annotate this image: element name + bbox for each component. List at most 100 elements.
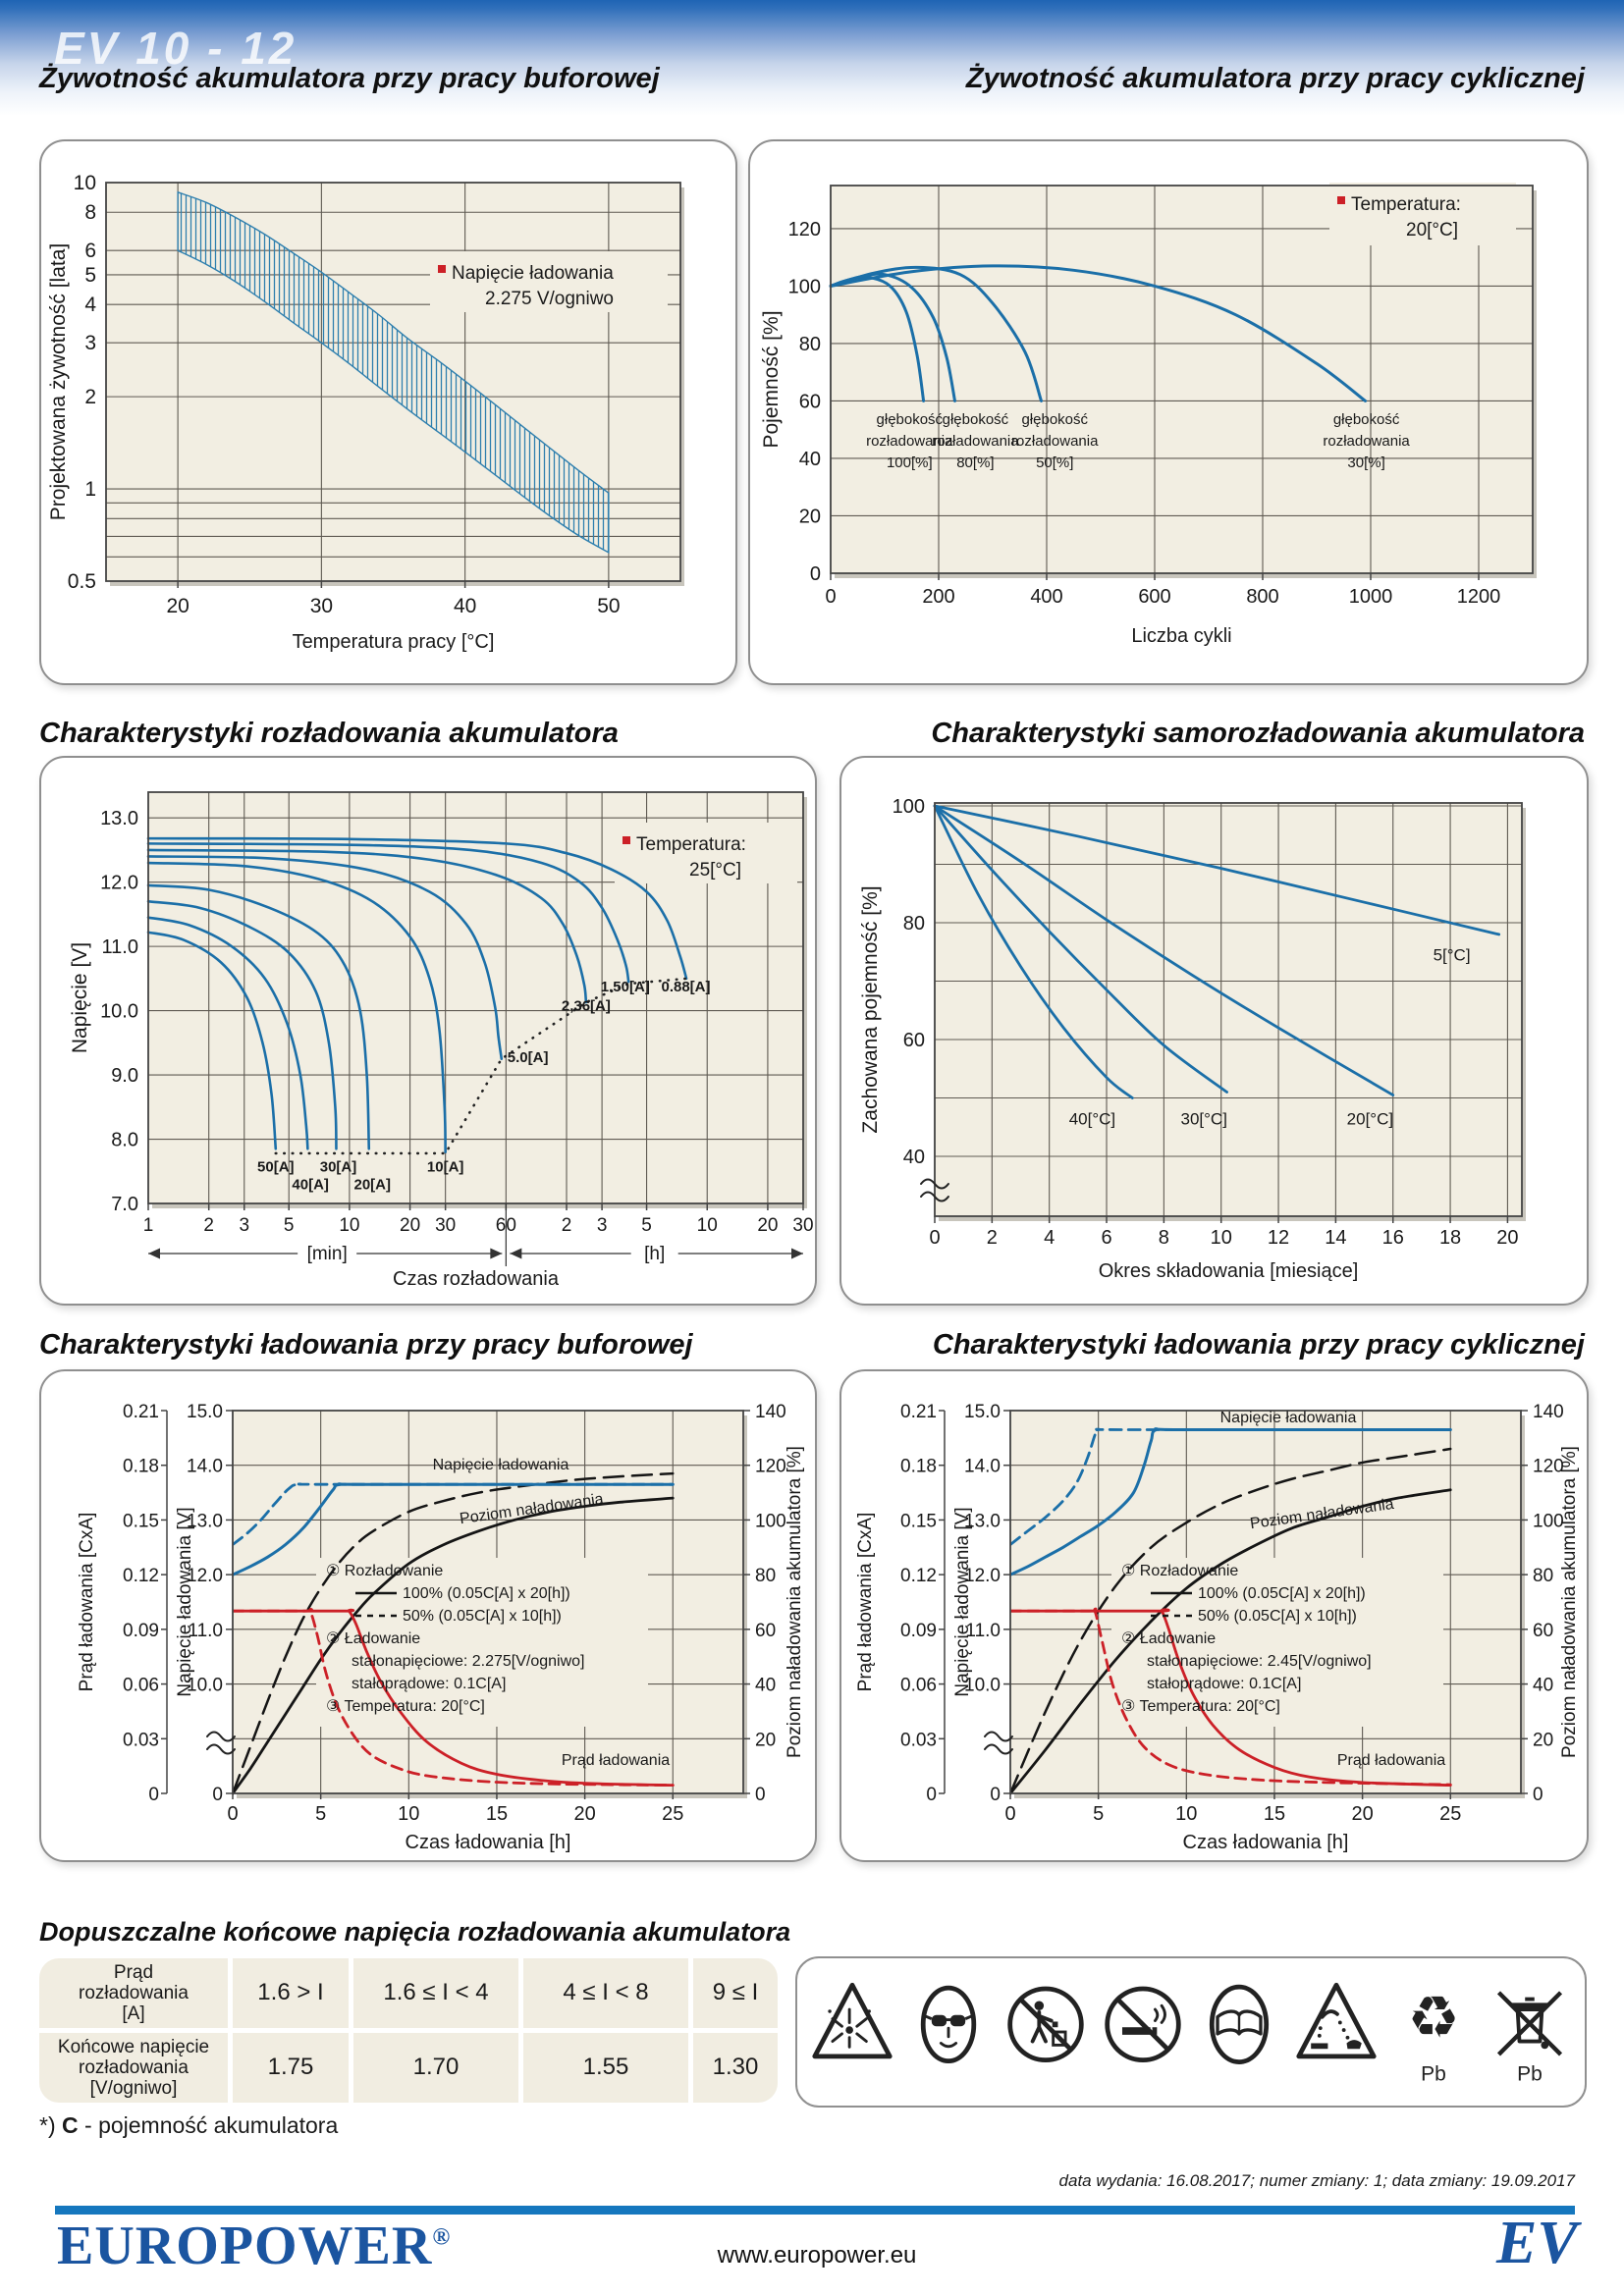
svg-text:0: 0 (929, 1227, 940, 1249)
website-link[interactable]: www.europower.eu (717, 2242, 917, 2269)
svg-text:③ Temperatura: 20[°C]: ③ Temperatura: 20[°C] (1121, 1698, 1280, 1715)
svg-text:14.0: 14.0 (187, 1457, 223, 1477)
svg-text:30[%]: 30[%] (1347, 454, 1384, 471)
capacity-note: *) C - pojemność akumulatora (39, 2112, 338, 2139)
svg-text:12.0: 12.0 (100, 873, 138, 894)
svg-text:głębokość: głębokość (1333, 411, 1400, 428)
svg-text:6: 6 (84, 240, 96, 262)
svg-text:20: 20 (166, 595, 189, 617)
svg-text:3: 3 (84, 332, 96, 354)
svg-text:20: 20 (757, 1215, 778, 1236)
svg-text:5: 5 (84, 264, 96, 287)
svg-text:Okres składowania [miesiące]: Okres składowania [miesiące] (1099, 1260, 1359, 1282)
svg-text:60: 60 (799, 391, 821, 412)
svg-text:80: 80 (755, 1566, 776, 1586)
svg-text:15: 15 (486, 1803, 508, 1825)
svg-text:120: 120 (755, 1457, 786, 1477)
svg-text:0.88[A]: 0.88[A] (661, 979, 710, 995)
note-symbol: C (62, 2112, 79, 2138)
svg-text:0.12: 0.12 (123, 1566, 159, 1586)
svg-text:20[A]: 20[A] (353, 1177, 391, 1194)
svg-text:♻: ♻ (1407, 1984, 1459, 2052)
svg-text:20: 20 (799, 506, 821, 527)
table-cell: 9 ≤ I (693, 1958, 778, 2028)
svg-text:100: 100 (1533, 1511, 1564, 1531)
svg-text:2.275 V/ogniwo: 2.275 V/ogniwo (485, 289, 614, 309)
table-header-cell: Końcowe napięcie rozładowania [V/ogniwo] (39, 2033, 228, 2103)
svg-text:0: 0 (926, 1785, 937, 1805)
svg-text:80[%]: 80[%] (956, 454, 994, 471)
svg-text:1: 1 (84, 478, 96, 501)
svg-text:100[%]: 100[%] (887, 454, 933, 471)
svg-text:Czas ładowania [h]: Czas ładowania [h] (406, 1832, 571, 1853)
svg-text:[h]: [h] (644, 1244, 665, 1264)
cyclic-life-panel: 0 200 400 600 800 1000 1200 0 20 40 60 80 100 120 Temp… (748, 139, 1589, 685)
svg-text:13.0: 13.0 (187, 1511, 223, 1531)
table-cell: 1.30 (693, 2033, 778, 2103)
ev-series-logo: EV (1496, 2210, 1578, 2276)
svg-text:0.06: 0.06 (123, 1676, 159, 1696)
svg-text:13.0: 13.0 (100, 808, 138, 829)
svg-text:2: 2 (987, 1227, 998, 1249)
svg-text:① Rozładowanie: ① Rozładowanie (1121, 1563, 1238, 1579)
self-discharge-chart: 0 2 4 6 8 10 12 14 16 18 20 100 80 60 40 5[°C] 20[°C] 30[… (859, 796, 1526, 1282)
svg-text:100: 100 (755, 1511, 786, 1531)
svg-text:600: 600 (1138, 586, 1170, 608)
svg-text:Napięcie ładowania [V]: Napięcie ładowania [V] (952, 1507, 973, 1696)
svg-text:40: 40 (755, 1676, 776, 1696)
svg-text:12.0: 12.0 (964, 1566, 1001, 1586)
svg-text:14: 14 (1325, 1227, 1346, 1249)
svg-text:0.21: 0.21 (900, 1402, 937, 1422)
table-title: Dopuszczalne końcowe napięcia rozładowan… (39, 1917, 791, 1947)
svg-text:0: 0 (810, 563, 821, 585)
svg-text:0.18: 0.18 (900, 1457, 937, 1477)
svg-text:12.0: 12.0 (187, 1566, 223, 1586)
svg-text:2: 2 (203, 1215, 214, 1236)
svg-text:30[°C]: 30[°C] (1180, 1109, 1226, 1128)
svg-text:0.09: 0.09 (123, 1621, 159, 1641)
svg-text:15.0: 15.0 (187, 1402, 223, 1422)
svg-text:głębokość: głębokość (877, 411, 944, 428)
table-cell: 1.6 ≤ I < 4 (353, 1958, 518, 2028)
svg-text:60: 60 (1533, 1621, 1553, 1641)
svg-text:5: 5 (1093, 1803, 1104, 1825)
svg-text:10: 10 (1175, 1803, 1197, 1825)
svg-text:10: 10 (398, 1803, 419, 1825)
svg-text:Pb: Pb (1517, 2063, 1543, 2086)
svg-text:100% (0.05C[A] x 20[h]): 100% (0.05C[A] x 20[h]) (1198, 1585, 1366, 1602)
svg-text:30[A]: 30[A] (320, 1158, 357, 1175)
svg-text:[min]: [min] (307, 1244, 348, 1264)
svg-text:12: 12 (1268, 1227, 1289, 1249)
svg-text:Czas rozładowania: Czas rozładowania (393, 1268, 560, 1290)
table-cell: 1.6 > I (233, 1958, 349, 2028)
svg-text:9.0: 9.0 (111, 1065, 138, 1087)
svg-text:15: 15 (1264, 1803, 1285, 1825)
svg-text:Poziom naładowania akumulatora: Poziom naładowania akumulatora [%] (785, 1446, 805, 1758)
svg-text:25: 25 (662, 1803, 683, 1825)
svg-text:0: 0 (755, 1785, 766, 1805)
svg-text:0: 0 (212, 1785, 223, 1805)
table-cell: 4 ≤ I < 8 (523, 1958, 688, 2028)
table-header-cell: Prąd rozładowania [A] (39, 1958, 228, 2028)
svg-text:1200: 1200 (1457, 586, 1501, 608)
svg-text:Projektowana żywotność [lata]: Projektowana żywotność [lata] (47, 243, 70, 520)
svg-text:Napięcie [V]: Napięcie [V] (69, 942, 91, 1053)
svg-text:0: 0 (825, 586, 836, 608)
svg-text:0: 0 (227, 1803, 238, 1825)
svg-text:Prąd ładowania: Prąd ładowania (562, 1752, 670, 1769)
charging-buffer-chart: 0 5 10 15 20 25 15.0 14.0 13.0 12.0 11.0 10.0 0 0.21 0… (77, 1402, 805, 1853)
svg-text:② Ładowanie: ② Ładowanie (1121, 1630, 1216, 1647)
page-header: EV 10 - 12 (0, 0, 1624, 116)
svg-text:Prąd ładowania [CxA]: Prąd ładowania [CxA] (77, 1513, 97, 1692)
svg-text:3: 3 (239, 1215, 249, 1236)
svg-text:Poziom naładowania akumulatora: Poziom naładowania akumulatora [%] (1559, 1446, 1580, 1758)
svg-text:głębokość: głębokość (1021, 411, 1088, 428)
svg-text:40[A]: 40[A] (292, 1177, 329, 1194)
svg-text:11.0: 11.0 (965, 1621, 1001, 1641)
svg-text:60: 60 (903, 1030, 925, 1051)
svg-text:① Rozładowanie: ① Rozładowanie (326, 1563, 443, 1579)
table-row: Końcowe napięcie rozładowania [V/ogniwo] 1.… (39, 2033, 778, 2103)
note-prefix: *) (39, 2112, 62, 2138)
